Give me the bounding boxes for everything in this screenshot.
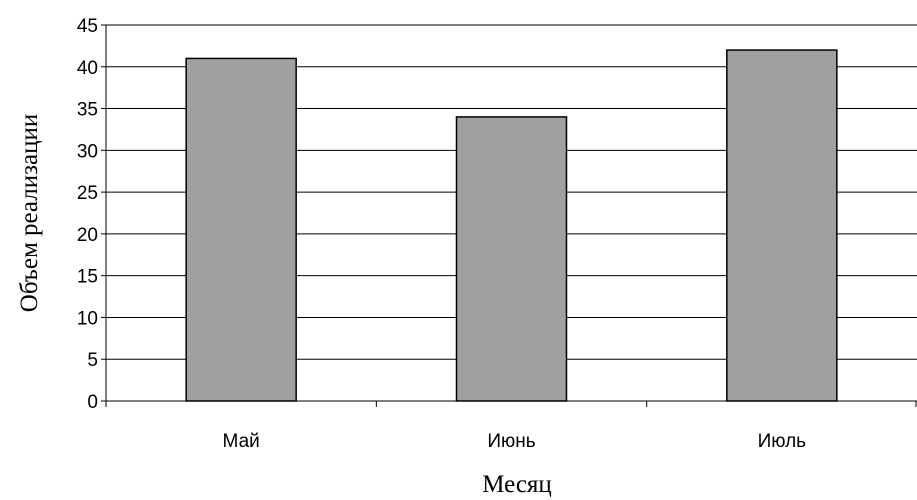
bar-3 bbox=[726, 49, 838, 402]
bars bbox=[185, 49, 838, 402]
y-tick-label: 15 bbox=[77, 267, 98, 288]
bar-1 bbox=[185, 57, 297, 402]
x-axis-title: Месяц bbox=[482, 471, 552, 498]
y-tick-labels: 0 5 10 15 20 25 30 35 40 45 bbox=[77, 16, 98, 413]
axes bbox=[101, 24, 917, 407]
y-tick-label: 5 bbox=[87, 350, 98, 371]
y-tick-label: 35 bbox=[77, 100, 98, 121]
x-tick-label: Июль bbox=[758, 431, 807, 452]
x-tick-label: Май bbox=[223, 431, 260, 452]
y-tick-label: 30 bbox=[77, 141, 98, 162]
x-tick-labels: Май Июнь Июль bbox=[223, 431, 807, 452]
y-tick-label: 40 bbox=[77, 58, 98, 79]
y-tick-label: 20 bbox=[77, 225, 98, 246]
bar-2 bbox=[455, 116, 568, 402]
y-axis-title: Объем реализации bbox=[16, 114, 43, 312]
y-tick-label: 45 bbox=[77, 16, 98, 37]
y-tick-label: 0 bbox=[87, 392, 98, 413]
x-tick-label: Июнь bbox=[487, 431, 535, 452]
y-tick-label: 25 bbox=[77, 183, 98, 204]
y-tick-label: 10 bbox=[77, 308, 98, 329]
